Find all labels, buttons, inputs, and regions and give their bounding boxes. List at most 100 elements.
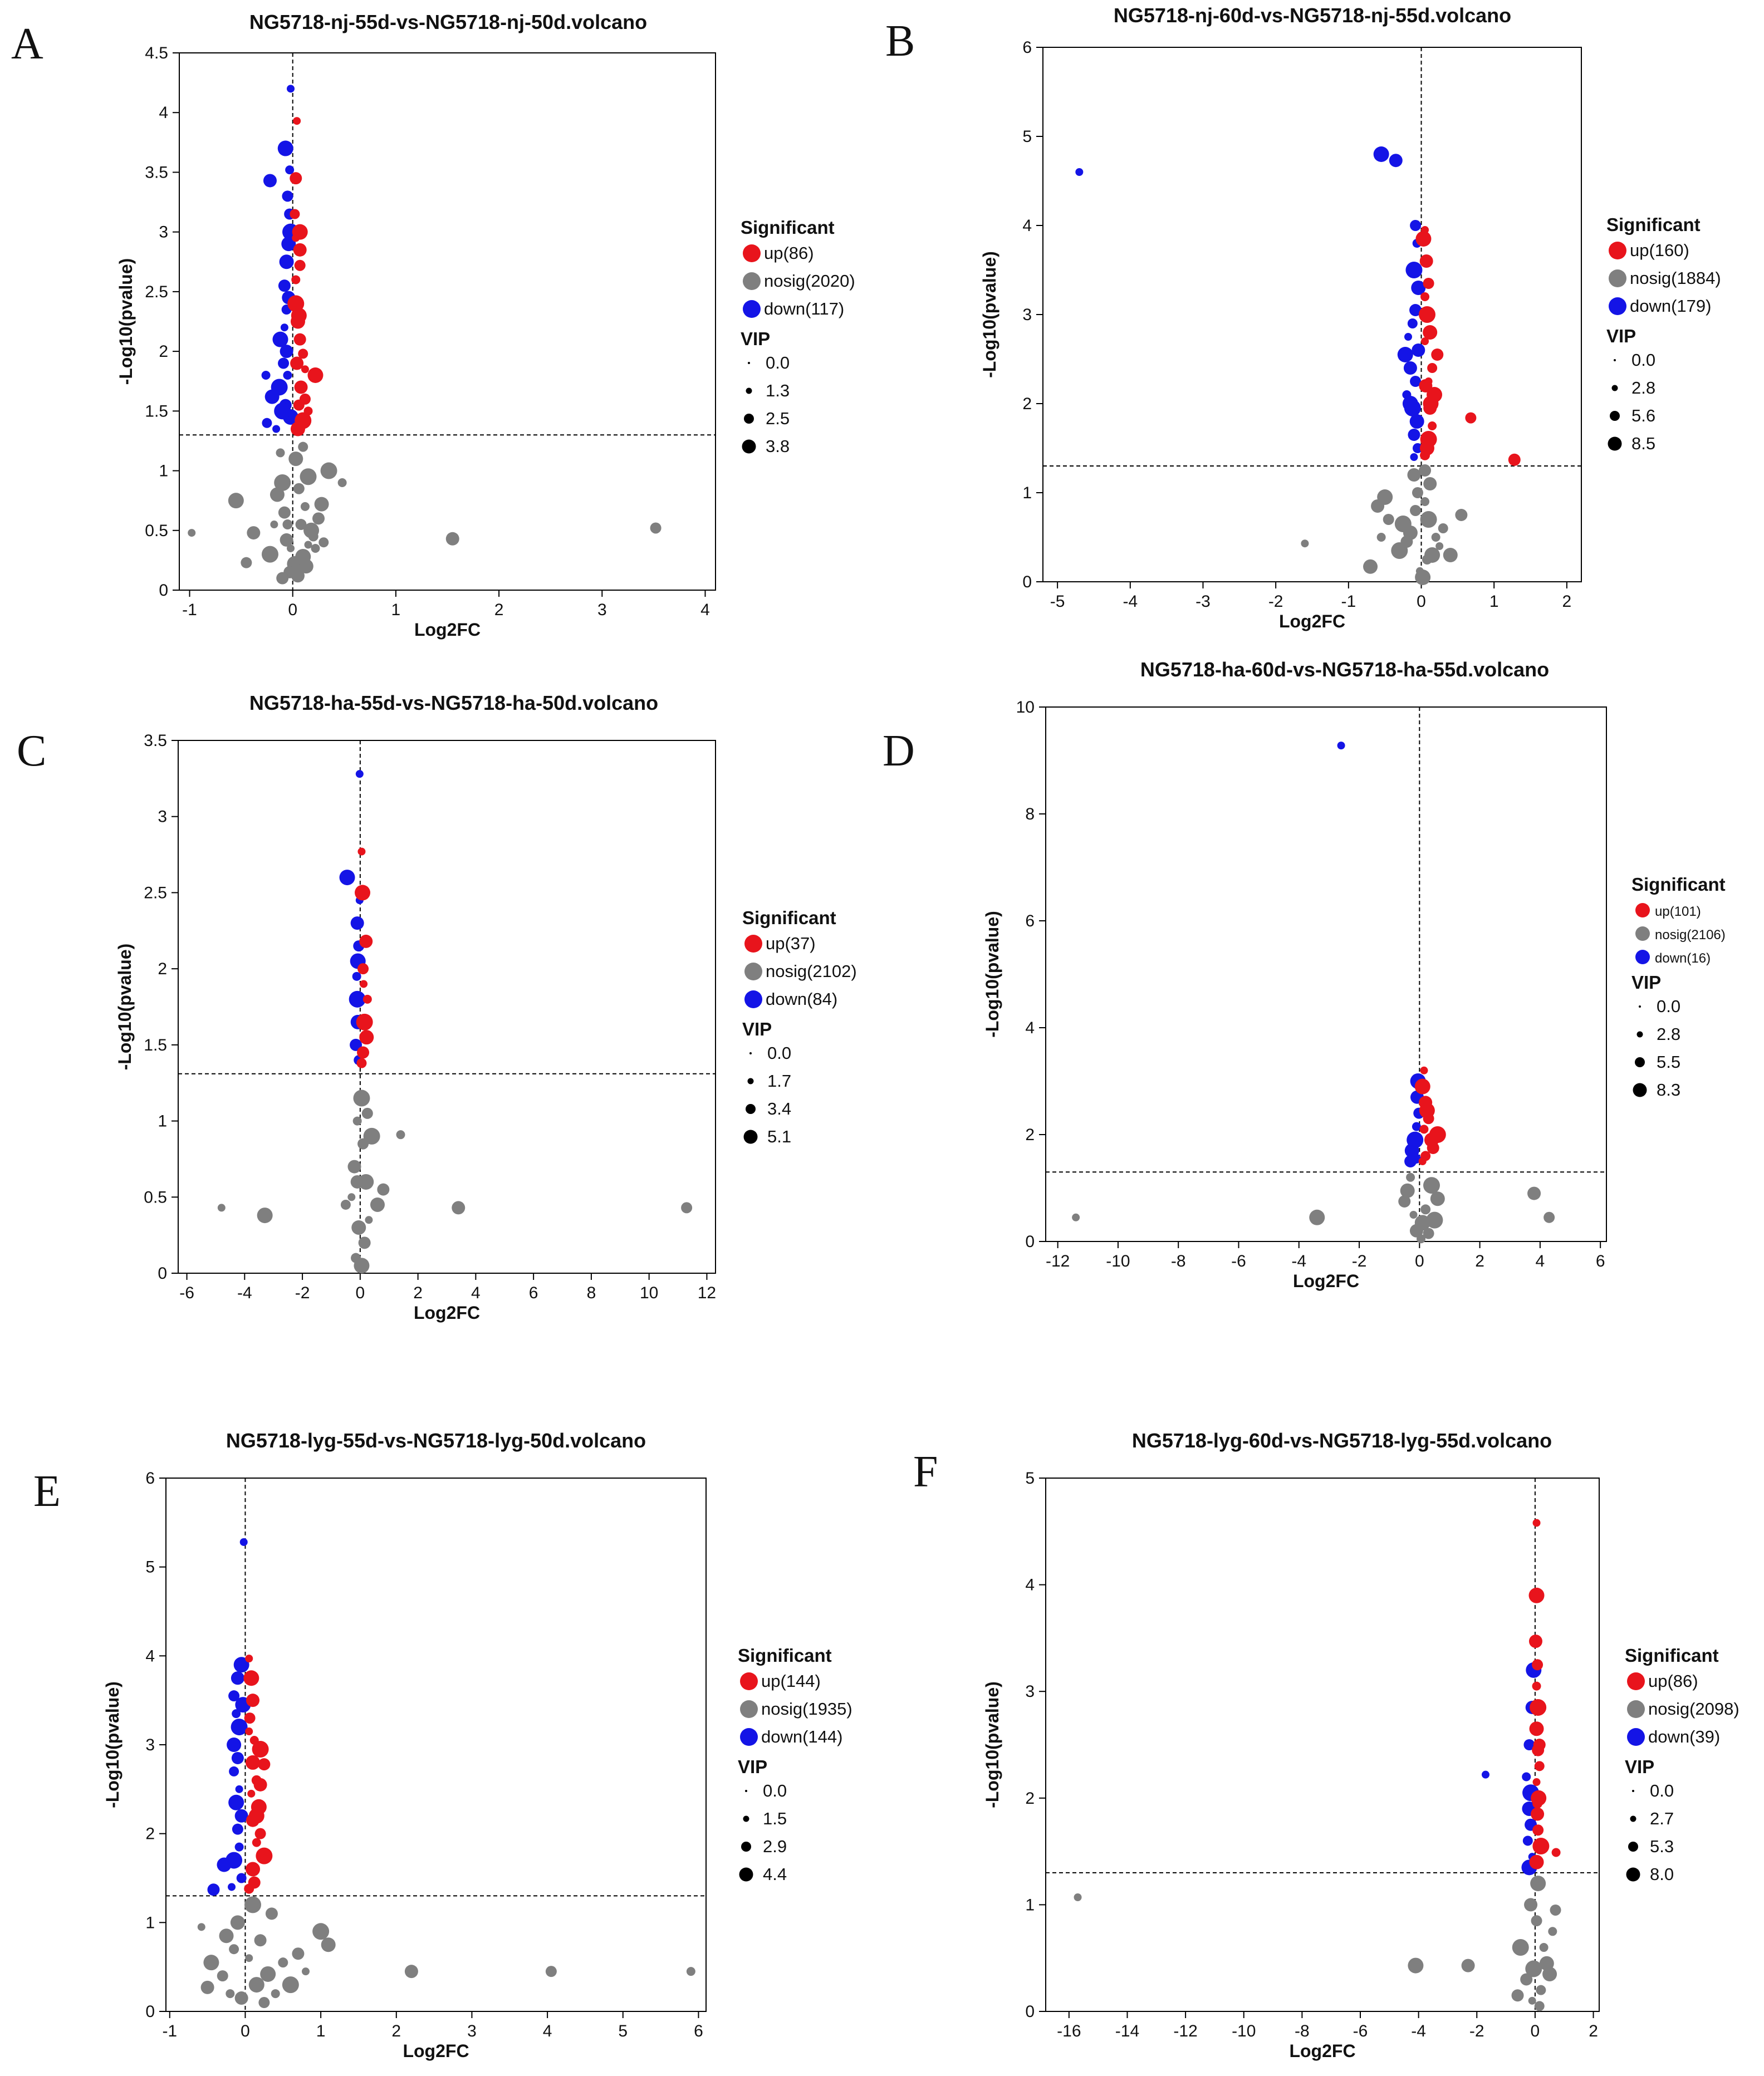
point-nosig (650, 522, 661, 534)
y-tick-label: 6 (145, 1469, 155, 1488)
x-tick-label: -12 (1046, 1252, 1070, 1270)
point-down (1404, 333, 1412, 341)
legend-marker-nosig (1609, 269, 1626, 287)
point-nosig (1548, 1927, 1557, 1936)
legend-vip-marker (1632, 1790, 1634, 1792)
legend-vip-marker (746, 387, 752, 394)
point-nosig (270, 487, 285, 502)
legend-vip-marker (742, 439, 756, 454)
point-down (287, 85, 295, 93)
point-down (1523, 1739, 1535, 1750)
point-down (233, 1657, 249, 1673)
legend-vip-marker (746, 1104, 756, 1114)
y-tick-label: 3 (145, 1736, 155, 1754)
y-tick-label: 2 (158, 960, 167, 978)
legend-significant-title: Significant (1606, 214, 1701, 235)
point-nosig (311, 543, 320, 553)
legend-marker-down (740, 1728, 758, 1746)
point-nosig (347, 1193, 356, 1201)
point-down (1403, 361, 1417, 375)
legend-marker-nosig (1635, 926, 1650, 941)
point-nosig (188, 529, 196, 537)
legend-label-up: up(144) (761, 1671, 821, 1691)
legend-vip-value: 0.0 (763, 1781, 787, 1800)
point-up (1533, 1739, 1546, 1751)
point-down (207, 1883, 220, 1896)
point-up (359, 934, 373, 948)
point-down (1402, 396, 1418, 411)
point-nosig (292, 1947, 305, 1960)
point-nosig (245, 1954, 253, 1962)
x-tick-label: 12 (698, 1284, 716, 1302)
point-down (277, 140, 293, 156)
point-up (290, 421, 305, 436)
legend-marker-down (744, 990, 762, 1008)
point-up (1528, 1587, 1545, 1603)
point-nosig (229, 1944, 239, 1955)
point-up (254, 1828, 266, 1839)
point-up (1532, 1824, 1544, 1836)
point-nosig (276, 448, 285, 458)
x-tick-label: 2 (413, 1284, 423, 1302)
x-tick-label: 5 (618, 2022, 628, 2040)
point-down (261, 371, 271, 380)
volcano-panel-c: C NG5718-ha-55d-vs-NG5718-ha-50d.volcano -… (17, 691, 857, 1323)
legend-vip-marker (1636, 1031, 1643, 1038)
point-up (1534, 1761, 1545, 1771)
legend-vip-marker (748, 362, 750, 364)
point-nosig (203, 1955, 219, 1971)
y-tick-label: 1 (145, 1913, 155, 1932)
point-nosig (1417, 1234, 1426, 1244)
point-down (231, 1719, 248, 1736)
point-nosig (276, 572, 289, 585)
x-tick-label: 2 (1589, 2022, 1598, 2040)
point-nosig (282, 1976, 299, 1994)
point-up (1532, 1778, 1541, 1787)
x-tick-label: 0 (288, 601, 297, 619)
x-tick-label: 2 (494, 601, 504, 619)
point-down (1405, 262, 1423, 278)
point-nosig (337, 478, 347, 487)
point-up (244, 1883, 254, 1894)
point-nosig (1455, 509, 1468, 521)
point-down (272, 331, 288, 347)
point-nosig (1443, 548, 1458, 562)
point-down (234, 1809, 248, 1823)
point-nosig (1430, 1191, 1445, 1206)
point-up (1428, 421, 1437, 430)
point-nosig (1408, 1957, 1424, 1974)
point-nosig (318, 537, 329, 548)
point-nosig (1438, 523, 1448, 533)
x-tick-label: 4 (700, 601, 710, 619)
point-nosig (1409, 1211, 1418, 1219)
legend-label-up: up(160) (1630, 241, 1689, 260)
point-nosig (1511, 1989, 1524, 2002)
legend-vip-value: 0.0 (767, 1043, 791, 1063)
y-tick-label: 4.5 (145, 44, 168, 62)
x-tick-label: -4 (1411, 2022, 1426, 2040)
point-nosig (312, 1923, 330, 1940)
point-nosig (228, 493, 244, 509)
y-tick-label: 6 (1025, 912, 1035, 930)
legend-vip-marker (1630, 1815, 1636, 1822)
point-up (357, 847, 366, 856)
legend-vip-title: VIP (741, 328, 770, 349)
x-tick-label: -6 (1353, 2022, 1368, 2040)
point-nosig (247, 526, 261, 540)
point-nosig (1539, 1943, 1549, 1952)
point-down (263, 174, 277, 188)
point-nosig (1422, 554, 1432, 565)
point-nosig (1410, 505, 1422, 516)
volcano-panel-b: B NG5718-nj-60d-vs-NG5718-nj-55d.volcano -… (885, 4, 1721, 631)
point-up (356, 1058, 367, 1068)
x-tick-label: -8 (1171, 1252, 1186, 1270)
plot-frame (178, 740, 716, 1274)
x-tick-label: 2 (1562, 592, 1572, 611)
point-nosig (1398, 1195, 1411, 1208)
point-up (1532, 1659, 1543, 1671)
point-up (301, 365, 309, 374)
point-up (294, 380, 308, 394)
point-down (229, 1766, 239, 1776)
point-down (1075, 168, 1084, 176)
